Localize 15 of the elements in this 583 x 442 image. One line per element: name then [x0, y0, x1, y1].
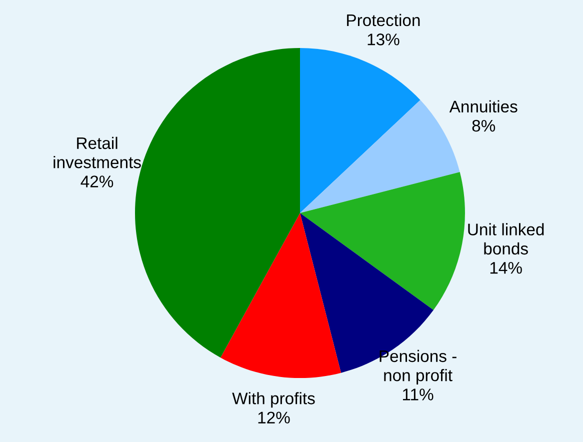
slice-label: Annuities — [449, 100, 518, 113]
data-label: 8% — [472, 120, 496, 132]
data-label: 12% — [258, 412, 290, 424]
data-label: 11% — [402, 388, 434, 400]
slice-label: Retail investments — [54, 136, 141, 168]
pie-slice — [300, 172, 465, 310]
pie-slice — [300, 48, 420, 213]
data-label: 13% — [368, 34, 400, 46]
pie-slice — [220, 213, 342, 378]
data-label: 14% — [490, 262, 522, 274]
data-label: 42% — [80, 176, 114, 188]
slice-label: Pensions - non profit — [380, 350, 456, 385]
slice-label: Protection — [347, 14, 420, 26]
slice-label: Unit linked bonds — [468, 223, 544, 255]
slice-label: With profits — [232, 392, 315, 408]
